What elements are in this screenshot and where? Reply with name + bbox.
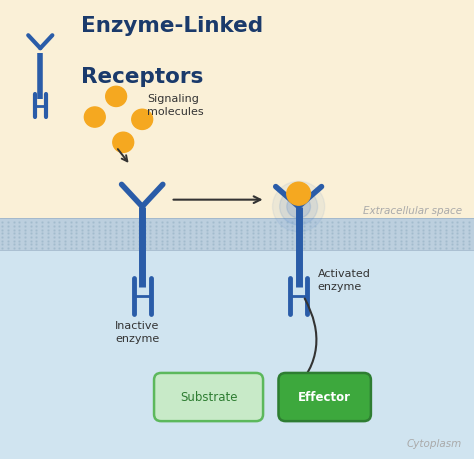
Text: Signaling
molecules: Signaling molecules: [147, 94, 203, 117]
Text: Activated
enzyme: Activated enzyme: [318, 269, 371, 292]
Circle shape: [84, 107, 105, 127]
Text: Extracellular space: Extracellular space: [363, 206, 462, 216]
Bar: [0, 218, 474, 250]
Circle shape: [106, 86, 127, 106]
FancyBboxPatch shape: [279, 373, 371, 421]
Circle shape: [287, 182, 310, 205]
Text: Inactive
enzyme: Inactive enzyme: [115, 321, 160, 345]
Text: Enzyme-Linked: Enzyme-Linked: [81, 16, 263, 36]
Circle shape: [113, 132, 134, 152]
Text: Substrate: Substrate: [180, 391, 237, 403]
Text: Receptors: Receptors: [81, 67, 203, 87]
Circle shape: [287, 195, 310, 218]
Bar: [0, 234, 474, 459]
FancyBboxPatch shape: [154, 373, 263, 421]
Circle shape: [132, 109, 153, 129]
Text: Effector: Effector: [298, 391, 351, 403]
Text: Cytoplasm: Cytoplasm: [407, 439, 462, 449]
Circle shape: [273, 181, 325, 232]
Circle shape: [280, 188, 318, 225]
